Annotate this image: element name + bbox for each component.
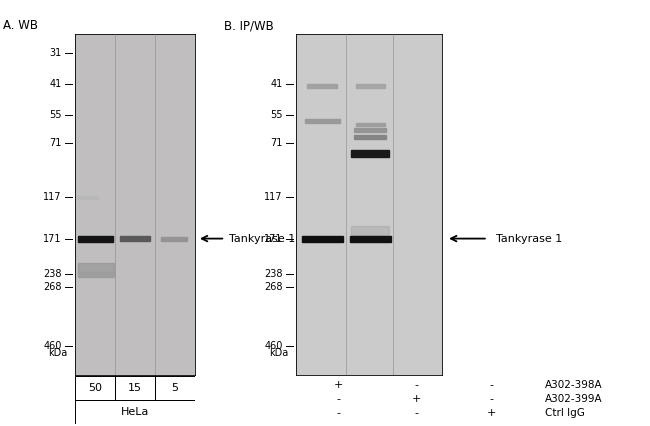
Text: 41: 41 [49, 78, 62, 89]
Bar [115, 376, 155, 400]
Bar [120, 236, 150, 241]
Text: A302-399A: A302-399A [545, 394, 603, 404]
Text: 55: 55 [270, 110, 283, 121]
Text: Tankyrase 1: Tankyrase 1 [229, 233, 296, 244]
Text: -: - [337, 409, 341, 418]
Text: kDa: kDa [49, 348, 68, 358]
Text: -: - [415, 409, 419, 418]
Bar [304, 119, 339, 123]
Bar [155, 376, 195, 400]
Bar [350, 236, 391, 242]
Text: 460: 460 [43, 341, 62, 351]
Bar [78, 263, 114, 275]
Text: 71: 71 [270, 138, 283, 148]
Text: 71: 71 [49, 138, 62, 148]
Text: 171: 171 [43, 233, 62, 244]
Bar [75, 376, 115, 400]
Text: -: - [489, 394, 493, 404]
Text: -: - [337, 394, 341, 404]
Bar [161, 236, 187, 241]
Bar [354, 129, 386, 132]
Text: +: + [333, 380, 343, 390]
Bar [352, 150, 389, 157]
Text: +: + [487, 409, 496, 418]
Bar [352, 226, 389, 235]
Text: kDa: kDa [270, 348, 289, 358]
Bar [356, 84, 385, 88]
Bar [77, 196, 98, 199]
Bar [75, 400, 195, 424]
Text: -: - [415, 380, 419, 390]
Text: HeLa: HeLa [121, 407, 149, 417]
Text: 117: 117 [43, 193, 62, 202]
Text: Tankyrase 1: Tankyrase 1 [496, 233, 562, 244]
Text: 117: 117 [264, 193, 283, 202]
Text: A302-398A: A302-398A [545, 380, 603, 390]
Text: 5: 5 [172, 383, 179, 393]
Bar [354, 135, 386, 139]
Bar [356, 124, 385, 127]
Text: 268: 268 [264, 282, 283, 292]
Text: A. WB: A. WB [3, 19, 38, 32]
Bar [78, 272, 114, 277]
Text: 238: 238 [43, 270, 62, 279]
Text: +: + [412, 394, 421, 404]
Text: 268: 268 [43, 282, 62, 292]
Text: 55: 55 [49, 110, 62, 121]
Bar [79, 236, 113, 242]
Text: 50: 50 [88, 383, 102, 393]
Text: 15: 15 [128, 383, 142, 393]
Text: 31: 31 [49, 48, 62, 58]
Bar [307, 84, 337, 88]
Text: -: - [489, 380, 493, 390]
Text: 238: 238 [264, 270, 283, 279]
Text: 460: 460 [264, 341, 283, 351]
Text: B. IP/WB: B. IP/WB [224, 19, 274, 32]
Bar [302, 236, 343, 242]
Text: Ctrl IgG: Ctrl IgG [545, 409, 585, 418]
Text: 41: 41 [270, 78, 283, 89]
Text: 171: 171 [264, 233, 283, 244]
